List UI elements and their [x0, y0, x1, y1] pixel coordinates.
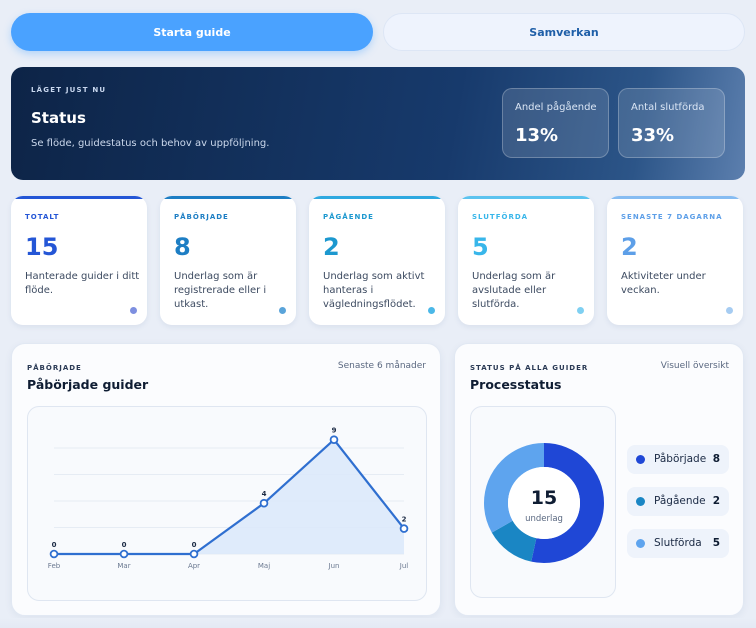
x-tick-label: Mar [117, 562, 130, 570]
hero-title: Status [31, 109, 86, 127]
card-value: 5 [472, 233, 489, 261]
data-label: 0 [52, 541, 57, 549]
status-hero: LÄGET JUST NU Status Se flöde, guidestat… [11, 67, 745, 180]
collaboration-button[interactable]: Samverkan [383, 13, 745, 51]
data-label: 0 [122, 541, 127, 549]
series-line [54, 438, 405, 556]
card-value: 2 [621, 233, 638, 261]
card-started: PÅBÖRJADE 8 Underlag som är registrerade… [160, 196, 296, 325]
data-point [329, 435, 339, 445]
panel-meta: Senaste 6 månader [337, 361, 426, 371]
legend-swatch [636, 539, 645, 548]
card-label: PÅBÖRJADE [174, 213, 229, 221]
data-point [399, 524, 409, 533]
data-point [49, 549, 59, 559]
card-accent-bar [309, 196, 445, 199]
card-dot [726, 307, 733, 314]
card-dot [130, 307, 137, 314]
donut-center-value: 15 [531, 487, 557, 509]
card-value: 2 [323, 233, 340, 261]
data-label: 4 [262, 490, 267, 498]
legend-label: Slutförda [654, 537, 702, 549]
data-point [119, 549, 129, 559]
card-description: Underlag som aktivt hanteras i väglednin… [323, 271, 425, 310]
data-label: 0 [192, 541, 197, 549]
x-tick-label: Jul [399, 562, 409, 570]
card-description: Underlag som är avslutade eller slutförd… [472, 271, 556, 310]
stat-label: Andel pågående [515, 102, 597, 113]
x-tick-label: Feb [48, 562, 61, 570]
donut-chart: 15 underlag [484, 443, 604, 563]
data-label: 2 [402, 516, 407, 524]
legend-item-completed: Slutförda 5 [627, 529, 729, 558]
panel-eyebrow: PÅBÖRJADE [27, 364, 82, 372]
stat-ongoing-share: Andel pågående 13% [502, 88, 609, 158]
card-accent-bar [458, 196, 594, 199]
panel-meta: Visuell översikt [660, 361, 729, 371]
legend-value: 2 [712, 495, 720, 507]
card-completed: SLUTFÖRDA 5 Underlag som är avslutade el… [458, 196, 594, 325]
line-chart: 0 Feb 0 Mar 0 Apr 4 Maj 9 Jun 2 Jul [48, 427, 409, 570]
card-description: Underlag som är registrerade eller i utk… [174, 271, 267, 310]
card-label: TOTALT [25, 213, 60, 221]
legend-swatch [636, 455, 645, 464]
card-total: TOTALT 15 Hanterade guider i ditt flöde. [11, 196, 147, 325]
card-dot [577, 307, 584, 314]
x-tick-label: Jun [328, 562, 340, 570]
donut-chart-frame: 15 underlag [470, 406, 616, 598]
card-description: Aktiviteter under veckan. [621, 271, 706, 296]
donut-hole [508, 467, 580, 539]
card-accent-bar [11, 196, 147, 199]
started-guides-panel: PÅBÖRJADE Påbörjade guider Senaste 6 mån… [11, 343, 441, 616]
card-accent-bar [607, 196, 743, 199]
legend-label: Pågående [654, 495, 706, 507]
stat-completed-share: Antal slutförda 33% [618, 88, 725, 158]
legend-item-started: Påbörjade 8 [627, 445, 729, 474]
legend-value: 5 [712, 537, 720, 549]
x-tick-label: Apr [188, 562, 200, 570]
bottom-fade [0, 618, 756, 628]
card-dot [428, 307, 435, 314]
legend-swatch [636, 497, 645, 506]
area-fill [54, 439, 404, 554]
stat-label: Antal slutförda [631, 102, 705, 113]
legend-value: 8 [712, 453, 720, 465]
panel-title: Påbörjade guider [27, 377, 149, 392]
card-accent-bar [160, 196, 296, 199]
start-guide-button[interactable]: Starta guide [11, 13, 373, 51]
card-last-7-days: SENASTE 7 DAGARNA 2 Aktiviteter under ve… [607, 196, 743, 325]
donut-slice [484, 443, 604, 563]
stat-value: 33% [631, 125, 675, 146]
panel-eyebrow: STATUS PÅ ALLA GUIDER [470, 364, 589, 372]
card-label: SLUTFÖRDA [472, 213, 529, 221]
legend-label: Påbörjade [654, 453, 707, 465]
legend-item-ongoing: Pågående 2 [627, 487, 729, 516]
hero-subtitle: Se flöde, guidestatus och behov av uppfö… [31, 138, 270, 149]
card-value: 8 [174, 233, 191, 261]
process-status-panel: STATUS PÅ ALLA GUIDER Processtatus Visue… [454, 343, 744, 616]
data-point [259, 498, 269, 508]
hero-eyebrow: LÄGET JUST NU [31, 86, 107, 94]
card-value: 15 [25, 233, 59, 261]
donut-center-label: underlag [525, 514, 563, 524]
data-label: 9 [332, 427, 337, 435]
card-description: Hanterade guider i ditt flöde. [25, 271, 140, 296]
stat-value: 13% [515, 125, 559, 146]
card-ongoing: PÅGÅENDE 2 Underlag som aktivt hanteras … [309, 196, 445, 325]
panel-title: Processtatus [470, 377, 562, 392]
card-label: SENASTE 7 DAGARNA [621, 213, 723, 221]
card-label: PÅGÅENDE [323, 213, 374, 221]
x-tick-label: Maj [258, 562, 270, 570]
card-dot [279, 307, 286, 314]
data-point [189, 549, 199, 559]
line-chart-frame: 0 Feb 0 Mar 0 Apr 4 Maj 9 Jun 2 Jul [27, 406, 427, 601]
